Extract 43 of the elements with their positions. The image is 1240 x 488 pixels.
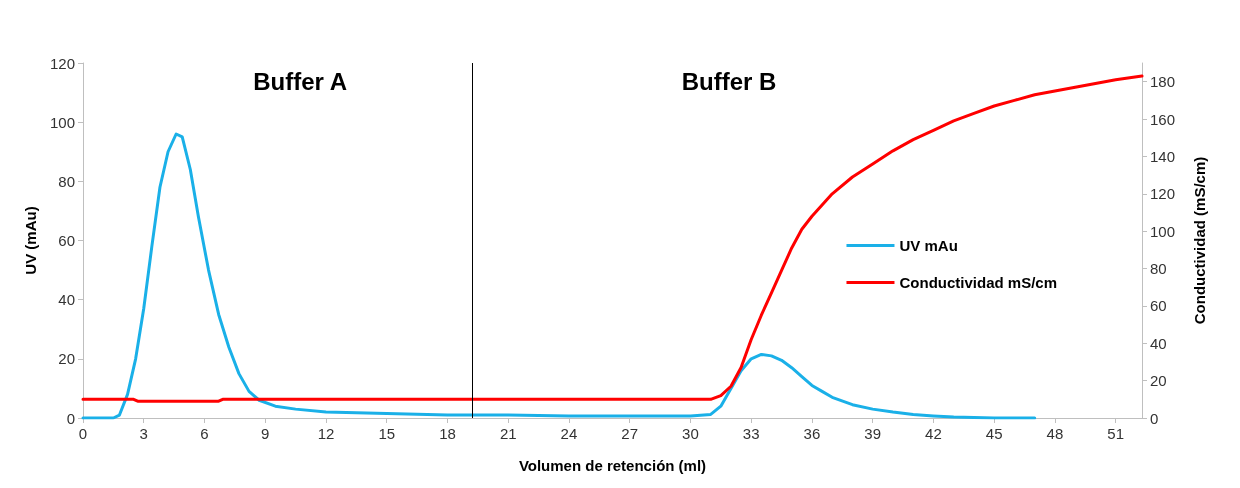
y2-tick-label: 80 <box>1150 260 1167 278</box>
x-tick-label: 45 <box>985 425 1003 442</box>
y-tick-label: 60 <box>58 232 75 249</box>
y2-tick-label: 180 <box>1150 73 1176 91</box>
line-series <box>81 74 1144 403</box>
x-tick-label: 36 <box>803 425 821 442</box>
y-tick-label: 0 <box>66 409 75 427</box>
x-tick-label: 24 <box>560 425 578 442</box>
x-tick-label: 0 <box>78 425 88 442</box>
y2-axis-title: Conductividad (mS/cm) <box>1191 156 1208 325</box>
y2-tick-label: 40 <box>1150 334 1167 352</box>
x-tick-label: 18 <box>439 425 456 442</box>
x-tick-label: 27 <box>621 425 639 442</box>
y2-tick-label: 60 <box>1150 297 1167 315</box>
y2-tick-label: 100 <box>1150 222 1176 240</box>
x-tick-label: 3 <box>139 425 148 442</box>
x-tick-label: 6 <box>200 425 209 442</box>
x-axis-title: Volumen de retención (ml) <box>518 457 707 474</box>
x-tick-label: 21 <box>499 425 517 442</box>
x-tick-label: 9 <box>261 425 270 442</box>
x-tick-label: 15 <box>378 425 396 442</box>
y-tick-label: 120 <box>49 54 75 72</box>
x-tick-label: 12 <box>317 425 335 442</box>
y-tick-label: 40 <box>58 291 75 309</box>
legend-label: UV mAu <box>899 237 958 254</box>
x-tick-label: 33 <box>742 425 760 442</box>
x-tick-label: 30 <box>682 425 699 442</box>
y-axis-title: UV (mAu) <box>22 206 39 275</box>
x-tick-label: 48 <box>1046 425 1064 442</box>
y2-tick-label: 0 <box>1150 409 1159 427</box>
y2-tick-label: 120 <box>1150 185 1176 203</box>
y-tick-label: 100 <box>49 113 75 131</box>
y2-tick-label: 20 <box>1150 372 1167 390</box>
y2-tick-label: 140 <box>1150 147 1176 165</box>
x-tick-label: 51 <box>1107 425 1125 442</box>
y-tick-label: 80 <box>58 172 75 190</box>
x-tick-label: 42 <box>925 425 942 442</box>
annotation: Buffer B <box>681 67 777 95</box>
x-tick-label: 39 <box>864 425 882 442</box>
annotation: Buffer A <box>253 67 347 95</box>
y2-tick-label: 160 <box>1150 110 1176 128</box>
y-tick-label: 20 <box>58 350 75 368</box>
legend-label: Conductividad mS/cm <box>899 274 1058 291</box>
